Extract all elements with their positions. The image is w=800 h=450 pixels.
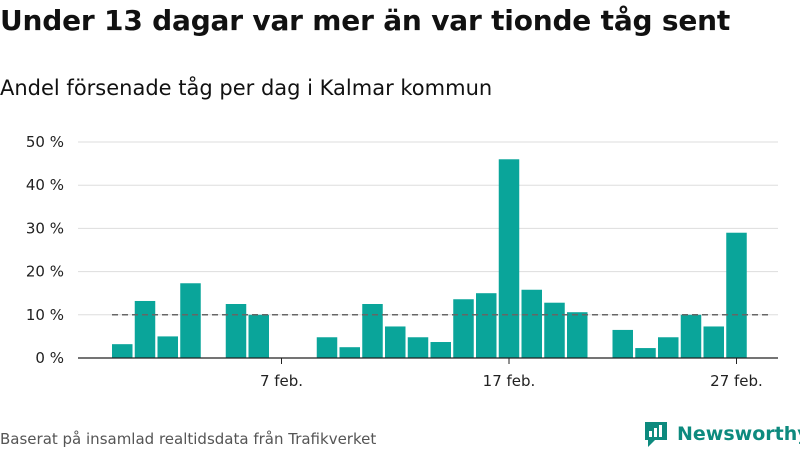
bar: [180, 283, 201, 358]
chart-title: Under 13 dagar var mer än var tionde tåg…: [0, 4, 731, 37]
bar: [362, 304, 383, 358]
bar: [635, 348, 656, 358]
y-tick-label: 0 %: [35, 349, 64, 367]
bar: [658, 337, 679, 358]
brand-name: Newsworthy: [677, 423, 800, 445]
bar: [476, 293, 497, 358]
bar: [385, 326, 406, 358]
brand-logo: Newsworthy: [643, 420, 800, 448]
bar: [521, 289, 542, 358]
newsworthy-icon: [645, 422, 667, 447]
bar: [112, 344, 133, 358]
y-tick-label: 30 %: [26, 219, 64, 237]
bar: [407, 337, 429, 358]
bar-chart: 0 % 10 % 20 % 30 % 40 % 50 % 7 feb. 17 feb. 27 f…: [26, 133, 778, 390]
y-tick-label: 20 %: [26, 263, 64, 281]
bar: [430, 342, 451, 358]
bar: [567, 312, 588, 358]
bar: [157, 336, 178, 358]
bar: [225, 304, 247, 358]
bar: [248, 314, 269, 358]
source-note: Baserat på insamlad realtidsdata från Tr…: [0, 430, 377, 448]
x-tick-label: 27 feb.: [710, 372, 763, 390]
bar: [498, 159, 520, 358]
y-tick-label: 10 %: [26, 306, 64, 324]
bar: [134, 300, 156, 358]
bar: [544, 302, 565, 358]
bar: [453, 299, 474, 358]
y-tick-label: 50 %: [26, 133, 64, 151]
bar: [703, 326, 724, 358]
x-tick-label: 7 feb.: [260, 372, 303, 390]
bar: [612, 329, 633, 358]
chart-subtitle: Andel försenade tåg per dag i Kalmar kom…: [0, 76, 493, 100]
bar: [339, 347, 360, 358]
bar: [726, 232, 747, 358]
bar: [316, 337, 338, 358]
x-tick-label: 17 feb.: [483, 372, 536, 390]
bar: [680, 314, 702, 358]
y-tick-label: 40 %: [26, 176, 64, 194]
